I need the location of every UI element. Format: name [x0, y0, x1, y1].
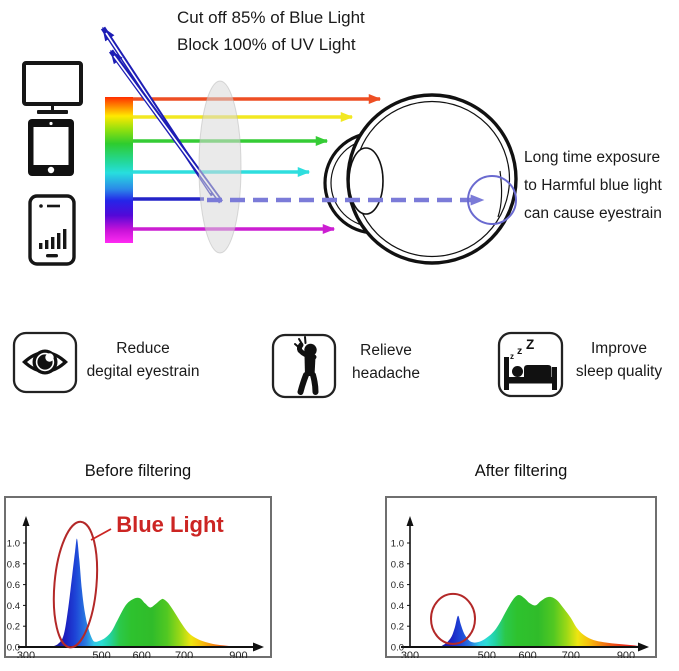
blue-light-highlight-ellipse: [430, 592, 477, 645]
eyestrain-note-line2: to Harmful blue light: [524, 177, 663, 194]
feature-eyestrain-line1: Reduce: [116, 340, 170, 357]
sleep-z2: z: [517, 345, 522, 357]
y-tick-label: 1.0: [7, 539, 20, 550]
y-tick-label: 0.4: [391, 601, 404, 612]
eye-diagram: [323, 93, 518, 265]
x-tick-label: 700: [175, 650, 193, 658]
retina-highlight-circle: [467, 175, 517, 225]
eye-lens: [348, 147, 384, 215]
feature-label-eyestrain: Reduce degital eyestrain: [82, 338, 204, 383]
feature-eyestrain-line2: degital eyestrain: [86, 362, 200, 380]
monitor-icon: [22, 61, 83, 114]
spectrum-area: [440, 594, 646, 647]
blue-light-filtering-diagram: Cut off 85% of Blue Light Block 100% of …: [22, 8, 663, 266]
eye-icon: [12, 331, 78, 394]
x-tick-label: 300: [17, 650, 35, 658]
y-tick-label: 0.0: [391, 643, 404, 654]
x-axis-arrow: [253, 642, 264, 652]
x-tick-label: 300: [401, 650, 419, 658]
smartphone-icon: [28, 194, 76, 266]
spectrum-chart-after: 0.0 0.2 0.4 0.6 0.8 1.0 300 500 600 700 900: [385, 496, 657, 658]
blue-light-annotation-label: Blue Light: [116, 512, 224, 537]
tablet-icon: [28, 119, 74, 176]
feature-headache-line1: Relieve: [360, 342, 412, 359]
after-chart-title: After filtering: [474, 462, 568, 480]
claim-blue-light: Cut off 85% of Blue Light: [177, 8, 365, 27]
y-axis-arrow: [22, 516, 30, 526]
y-tick-label: 0.2: [391, 622, 404, 633]
feature-sleep-line1: Improve: [591, 340, 647, 357]
y-tick-label: 0.0: [7, 643, 20, 654]
spectrum-chart-before: 0.0 0.2 0.4 0.6 0.8 1.0 300 500 600 700 900 Blue Li…: [4, 496, 272, 658]
x-tick-label: 900: [229, 650, 247, 658]
x-tick-label: 700: [562, 650, 580, 658]
annotation-leader-line: [90, 528, 112, 541]
y-tick-label: 0.8: [391, 559, 404, 570]
y-tick-label: 0.6: [391, 580, 404, 591]
sleep-z1: z: [510, 352, 514, 361]
claim-uv-light: Block 100% of UV Light: [177, 35, 356, 54]
light-spectrum-bar: [105, 97, 133, 243]
y-tick-label: 0.6: [7, 580, 20, 591]
before-chart-title: Before filtering: [84, 462, 192, 480]
eyeball-outline: [346, 93, 518, 265]
blue-light-highlight-ellipse: [52, 520, 99, 649]
feature-sleep-line2: sleep quality: [575, 362, 663, 380]
retina-line: [497, 170, 503, 218]
y-tick-label: 0.2: [7, 622, 20, 633]
sleep-z3: Z: [526, 337, 534, 352]
x-tick-label: 600: [132, 650, 150, 658]
feature-label-sleep: Improve sleep quality: [563, 338, 675, 383]
x-tick-label: 500: [92, 650, 110, 658]
x-tick-label: 500: [478, 650, 496, 658]
feature-headache-line2: headache: [351, 364, 421, 382]
headache-icon: [271, 333, 337, 399]
x-tick-label: 600: [518, 650, 536, 658]
feature-label-headache: Relieve headache: [338, 340, 434, 385]
x-tick-label: 900: [617, 650, 635, 658]
eyestrain-note-line3: can cause eyestrain: [524, 205, 662, 222]
signal-bars-glyph: [39, 229, 67, 249]
filter-lens: [198, 80, 242, 254]
y-axis-arrow: [406, 516, 414, 526]
y-tick-label: 1.0: [391, 539, 404, 550]
y-tick-label: 0.8: [7, 559, 20, 570]
x-axis-arrow: [638, 642, 649, 652]
eyestrain-note: Long time exposure to Harmful blue light…: [524, 149, 663, 222]
sleep-icon: z z Z: [497, 331, 564, 398]
spectrum-area: [50, 538, 246, 647]
y-tick-label: 0.4: [7, 601, 20, 612]
eyestrain-note-line1: Long time exposure: [524, 149, 660, 166]
